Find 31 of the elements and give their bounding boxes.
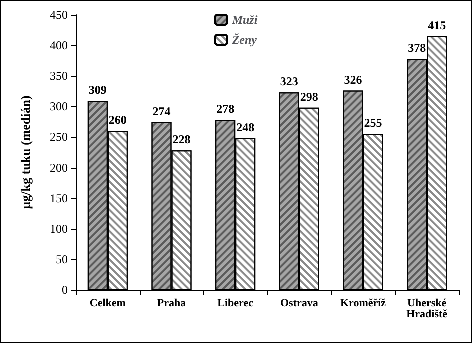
data-label: 323	[280, 74, 298, 89]
y-tick-label: 450	[50, 8, 68, 22]
data-label: 260	[108, 113, 127, 128]
data-label: 309	[88, 83, 107, 98]
legend-label: Muži	[231, 13, 258, 27]
y-tick-label: 100	[50, 222, 68, 236]
data-label: 298	[300, 90, 318, 104]
legend-label: Ženy	[231, 33, 258, 47]
data-label: 228	[172, 132, 191, 147]
x-tick-label: Kroměříž	[340, 298, 386, 310]
x-tick-label: Praha	[157, 298, 187, 310]
y-axis-title: µg/kg tuku (medián)	[18, 96, 33, 210]
y-tick-label: 250	[50, 130, 68, 144]
data-label: 248	[236, 120, 255, 134]
data-label: 326	[344, 72, 362, 87]
x-tick-label: Ostrava	[280, 298, 319, 310]
data-label: 255	[364, 116, 382, 130]
y-tick-label: 400	[50, 38, 68, 53]
data-label: 274	[152, 104, 171, 119]
y-tick-label: 300	[50, 100, 68, 114]
y-tick-label: 50	[56, 252, 68, 266]
y-tick-label: 200	[50, 160, 68, 175]
data-label: 378	[408, 41, 426, 55]
y-tick-label: 0	[62, 283, 68, 297]
data-label: 415	[428, 18, 446, 32]
x-tick-label: Uherské Hradiště	[406, 298, 448, 320]
x-tick-label: Liberec	[218, 298, 254, 310]
data-label: 278	[216, 102, 235, 116]
y-tick-label: 350	[50, 69, 68, 84]
x-tick-label: Celkem	[90, 298, 126, 310]
y-tick-label: 150	[50, 191, 68, 206]
